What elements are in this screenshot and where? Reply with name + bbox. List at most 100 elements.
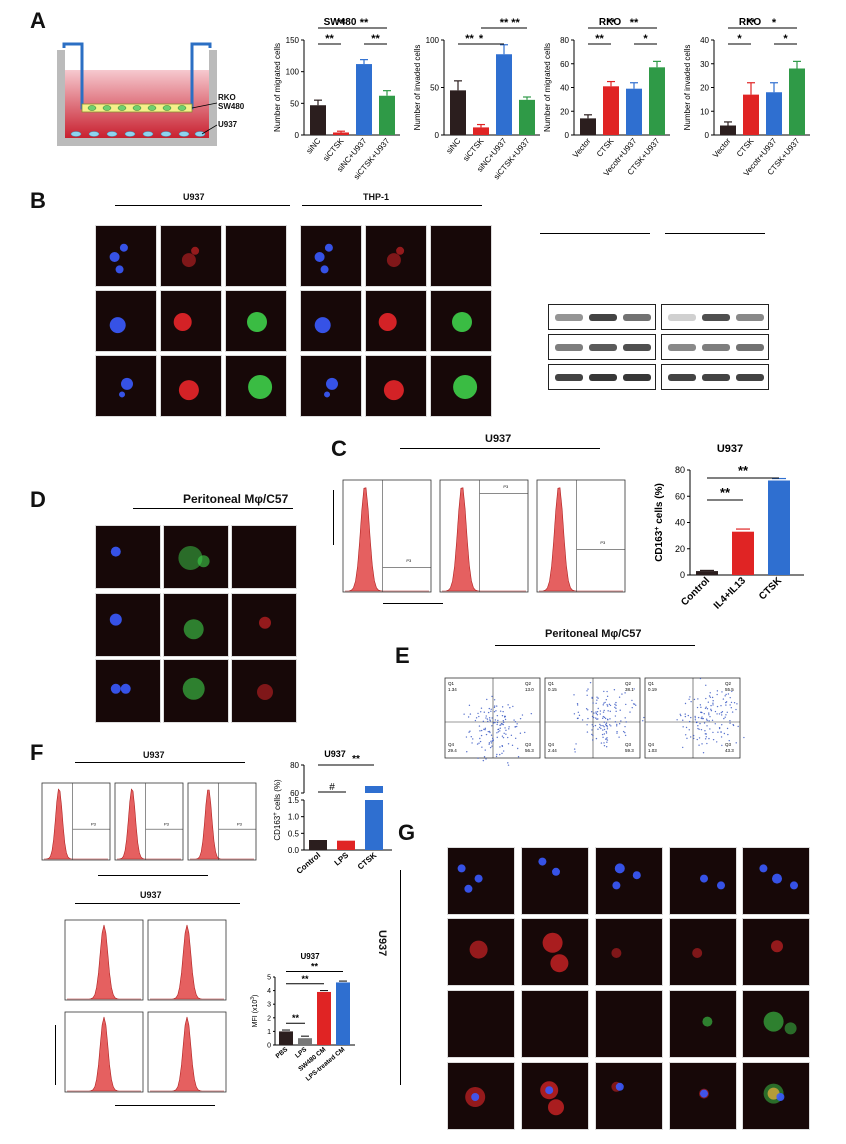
event-dot <box>625 721 627 723</box>
quadrant-name: Q1 <box>448 681 455 686</box>
event-dot <box>712 700 714 702</box>
quadrant-value: 38.1 <box>625 687 634 692</box>
event-dot <box>721 724 723 726</box>
quadrant-name: Q2 <box>525 681 532 686</box>
y-tick-label: 50 <box>290 99 299 108</box>
event-dot <box>709 728 711 730</box>
y-axis-label: Number of invaded cells <box>413 45 422 131</box>
gate-label: P3 <box>406 558 412 563</box>
event-dot <box>595 711 597 713</box>
wb-band <box>736 374 764 381</box>
event-dot <box>477 757 479 759</box>
significance-mark: ** <box>301 974 309 984</box>
event-dot <box>613 689 616 691</box>
wb-gel-strip <box>661 364 769 390</box>
quadrant-name: Q4 <box>648 742 655 747</box>
y-tick-label: 3 <box>267 1002 271 1009</box>
event-dot <box>616 723 618 726</box>
quadrant-name: Q4 <box>548 742 555 747</box>
y-tick-label: 30 <box>700 60 709 69</box>
b-if-cd68-cells <box>386 246 405 268</box>
event-dot <box>600 742 603 744</box>
event-dot <box>624 692 626 694</box>
histogram-fill <box>150 924 224 1000</box>
event-dot <box>494 719 497 721</box>
event-dot <box>591 724 593 726</box>
event-dot <box>479 711 482 713</box>
event-dot <box>602 711 605 713</box>
significance-mark: ** <box>630 17 639 29</box>
d-if-cd206-cells <box>257 684 273 700</box>
bar <box>766 92 782 135</box>
y-tick-label: 20 <box>675 544 685 554</box>
significance-mark: * <box>783 33 788 45</box>
g-if-cell-3-2-cells <box>611 1081 624 1092</box>
cell-stain <box>178 546 203 570</box>
event-dot <box>577 717 579 719</box>
b-if-cd68 <box>160 355 222 417</box>
event-dot <box>718 726 721 729</box>
quadrant-name: Q2 <box>725 681 732 686</box>
cell-stain <box>191 246 200 255</box>
y-tick-label: 150 <box>286 36 300 45</box>
wb-band <box>589 374 617 381</box>
event-dot <box>716 741 718 743</box>
y-tick-label: 40 <box>560 84 569 93</box>
event-dot <box>624 717 626 719</box>
wb-band <box>702 374 730 381</box>
y-axis-label-suffix: cells (%) <box>654 483 665 526</box>
event-dot <box>704 730 706 732</box>
cell-stain <box>469 940 488 959</box>
event-dot <box>699 677 702 680</box>
event-dot <box>499 753 501 756</box>
event-dot <box>599 713 601 715</box>
event-dot <box>496 705 498 707</box>
y-tick-label: 100 <box>426 36 440 45</box>
gate-label: P3 <box>91 821 97 826</box>
y-tick-label: 0 <box>565 131 570 140</box>
cell-stain <box>700 1089 708 1098</box>
event-dot <box>610 725 612 727</box>
event-dot <box>603 709 605 712</box>
event-dot <box>493 705 496 707</box>
event-dot <box>682 726 684 728</box>
event-dot <box>696 706 699 709</box>
quadrant-value: 43.3 <box>725 748 734 753</box>
d-if-cd68 <box>163 525 229 589</box>
y-tick-label: 1.5 <box>288 796 300 805</box>
y-tick-label: 40 <box>700 36 709 45</box>
quadrant-name: Q2 <box>625 681 632 686</box>
event-dot <box>682 746 684 749</box>
event-dot <box>515 725 518 728</box>
event-dot <box>591 715 594 718</box>
d-if-dapi-cells <box>110 683 131 694</box>
y-tick-label: 80 <box>560 36 569 45</box>
event-dot <box>712 702 714 704</box>
g-if-cell-3-0 <box>447 1062 515 1130</box>
event-dot <box>513 719 515 721</box>
event-dot <box>726 711 728 713</box>
event-dot <box>591 733 593 736</box>
event-dot <box>496 753 498 756</box>
wb-band <box>668 374 696 381</box>
significance-mark: ** <box>511 17 520 29</box>
g-if-cell-1-4-cells <box>771 940 783 953</box>
b-if-cd206 <box>430 290 492 352</box>
event-dot <box>643 716 645 719</box>
event-dot <box>507 762 509 764</box>
b-if-cd206-cells <box>452 312 472 332</box>
g-if-cell-0-4-cells <box>759 864 798 890</box>
event-dot <box>686 737 688 740</box>
b-if-cd68-cells <box>378 313 397 331</box>
b-if-dapi-cells <box>324 377 338 398</box>
significance-mark: ** <box>607 17 616 29</box>
event-dot <box>624 725 626 728</box>
quadrant-value: 56.3 <box>525 748 534 753</box>
histogram-fill <box>442 487 526 592</box>
bar <box>333 132 349 135</box>
event-dot <box>621 693 623 695</box>
significance-mark: ** <box>465 33 474 45</box>
g-if-cell-1-1-cells <box>542 932 569 973</box>
event-dot <box>697 716 700 719</box>
quadrant-name: Q3 <box>725 742 732 747</box>
